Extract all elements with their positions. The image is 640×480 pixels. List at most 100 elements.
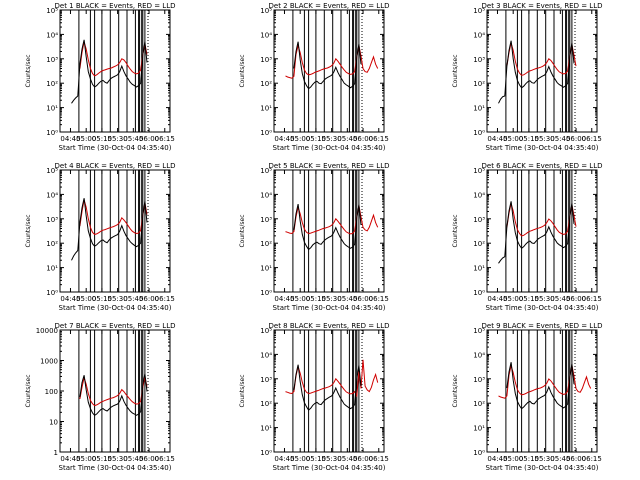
x-tick-label: 06:00: [566, 455, 586, 463]
y-axis-label: Counts/sec: [25, 374, 32, 407]
y-tick-label: 10¹: [473, 425, 485, 433]
lld-series-line: [285, 43, 379, 79]
y-tick-label: 10⁴: [473, 351, 485, 359]
y-tick-label: 10⁵: [473, 167, 485, 175]
y-tick-label: 10⁴: [260, 351, 272, 359]
lld-series-line: [285, 359, 379, 398]
x-tick-label: 06:15: [155, 135, 175, 143]
y-tick-label: 10¹: [260, 425, 272, 433]
x-tick-label: 04:45: [487, 455, 507, 463]
lld-series-line: [506, 42, 577, 76]
y-tick-label: 10⁰: [473, 289, 485, 297]
y-tick-label: 10⁴: [473, 31, 485, 39]
x-tick-label: 04:45: [274, 455, 294, 463]
x-tick-label: 05:30: [108, 295, 128, 303]
panel-title: Det 5 BLACK = Events, RED = LLD: [269, 162, 390, 170]
y-axis-label: Counts/sec: [452, 214, 459, 247]
y-tick-label: 10000: [36, 327, 58, 335]
lld-series-line: [506, 203, 577, 237]
x-tick-label: 05:15: [92, 455, 112, 463]
panel-title: Det 4 BLACK = Events, RED = LLD: [55, 162, 176, 170]
events-series-line: [71, 198, 148, 261]
x-tick-label: 05:45: [337, 455, 357, 463]
y-axis-label: Counts/sec: [239, 54, 246, 87]
y-axis-label: Counts/sec: [239, 374, 246, 407]
x-tick-label: 04:45: [487, 135, 507, 143]
y-tick-label: 10¹: [260, 105, 272, 113]
y-tick-label: 10⁰: [473, 449, 485, 457]
x-tick-label: 05:00: [290, 455, 310, 463]
detector-panel-4: 10⁰ 10¹ 10² 10³ 10⁴ 10⁵ 04:4505:0005:1505:3005…: [25, 162, 176, 312]
x-tick-label: 06:00: [139, 135, 159, 143]
events-series-line: [498, 40, 575, 104]
x-tick-label: 05:45: [337, 135, 357, 143]
y-tick-label: 10³: [260, 56, 272, 64]
y-tick-label: 10⁰: [260, 289, 272, 297]
x-tick-label: 04:45: [487, 295, 507, 303]
x-tick-label: 06:15: [369, 295, 389, 303]
x-tick-label: 05:30: [535, 295, 555, 303]
y-tick-label: 1000: [40, 358, 58, 366]
x-tick-label: 05:30: [535, 455, 555, 463]
panel-title: Det 3 BLACK = Events, RED = LLD: [482, 2, 603, 10]
detector-panel-6: 10⁰ 10¹ 10² 10³ 10⁴ 10⁵ 04:4505:0005:1505:3005…: [452, 162, 603, 312]
panel-title: Det 6 BLACK = Events, RED = LLD: [482, 162, 603, 170]
y-tick-label: 10⁰: [46, 129, 58, 137]
y-tick-label: 10⁴: [260, 191, 272, 199]
lld-series-line: [79, 41, 148, 77]
x-tick-label: 04:45: [60, 295, 80, 303]
events-series-line: [293, 203, 362, 251]
x-tick-label: 05:30: [108, 455, 128, 463]
x-tick-label: 06:15: [369, 135, 389, 143]
x-tick-label: 05:15: [306, 455, 326, 463]
events-series-line: [71, 39, 148, 104]
y-tick-label: 10⁴: [260, 31, 272, 39]
y-tick-label: 10⁵: [260, 327, 272, 335]
x-tick-label: 05:15: [92, 295, 112, 303]
plot-frame: [486, 329, 598, 453]
plot-frame: [59, 329, 171, 453]
x-tick-label: 05:45: [550, 135, 570, 143]
x-tick-label: 06:15: [582, 295, 602, 303]
x-tick-label: 04:45: [274, 135, 294, 143]
detector-panel-5: 10⁰ 10¹ 10² 10³ 10⁴ 10⁵ 04:4505:0005:1505:3005…: [239, 162, 390, 312]
plot-frame: [273, 9, 385, 133]
x-tick-label: 06:15: [582, 455, 602, 463]
x-tick-label: 05:45: [123, 455, 143, 463]
y-tick-label: 10³: [260, 376, 272, 384]
plot-frame: [59, 169, 171, 293]
x-tick-label: 05:30: [535, 135, 555, 143]
y-tick-label: 10²: [260, 80, 272, 88]
y-tick-label: 10²: [473, 400, 485, 408]
x-tick-label: 05:30: [322, 295, 342, 303]
y-tick-label: 10⁰: [260, 129, 272, 137]
y-tick-label: 10³: [473, 376, 485, 384]
y-tick-label: 10³: [473, 216, 485, 224]
y-tick-label: 10³: [473, 56, 485, 64]
panel-title: Det 9 BLACK = Events, RED = LLD: [482, 322, 603, 330]
x-tick-label: 05:00: [503, 455, 523, 463]
x-tick-label: 05:30: [108, 135, 128, 143]
x-axis-label: Start Time (30-Oct-04 04:35:40): [59, 464, 172, 472]
lld-series-line: [79, 375, 148, 407]
plot-frame: [486, 169, 598, 293]
x-tick-label: 06:00: [353, 135, 373, 143]
x-tick-label: 05:45: [550, 295, 570, 303]
plot-frame: [273, 169, 385, 293]
x-tick-label: 06:15: [582, 135, 602, 143]
x-tick-label: 05:15: [306, 135, 326, 143]
x-tick-label: 06:00: [353, 295, 373, 303]
y-tick-label: 10⁴: [46, 31, 58, 39]
y-tick-label: 10⁰: [473, 129, 485, 137]
x-tick-label: 05:30: [322, 135, 342, 143]
events-series-line: [79, 373, 148, 416]
y-tick-label: 10³: [46, 216, 58, 224]
plot-frame: [59, 9, 171, 133]
detector-panel-1: 10⁰ 10¹ 10² 10³ 10⁴ 10⁵ 04:4505:0005:1505:3005…: [25, 2, 176, 152]
y-tick-label: 10: [49, 419, 58, 427]
y-tick-label: 1: [54, 449, 58, 457]
panel-title: Det 2 BLACK = Events, RED = LLD: [269, 2, 390, 10]
y-axis-label: Counts/sec: [25, 214, 32, 247]
detector-panel-9: 10⁰ 10¹ 10² 10³ 10⁴ 10⁵ 04:4505:0005:1505:3005…: [452, 322, 603, 472]
x-axis-label: Start Time (30-Oct-04 04:35:40): [273, 464, 386, 472]
